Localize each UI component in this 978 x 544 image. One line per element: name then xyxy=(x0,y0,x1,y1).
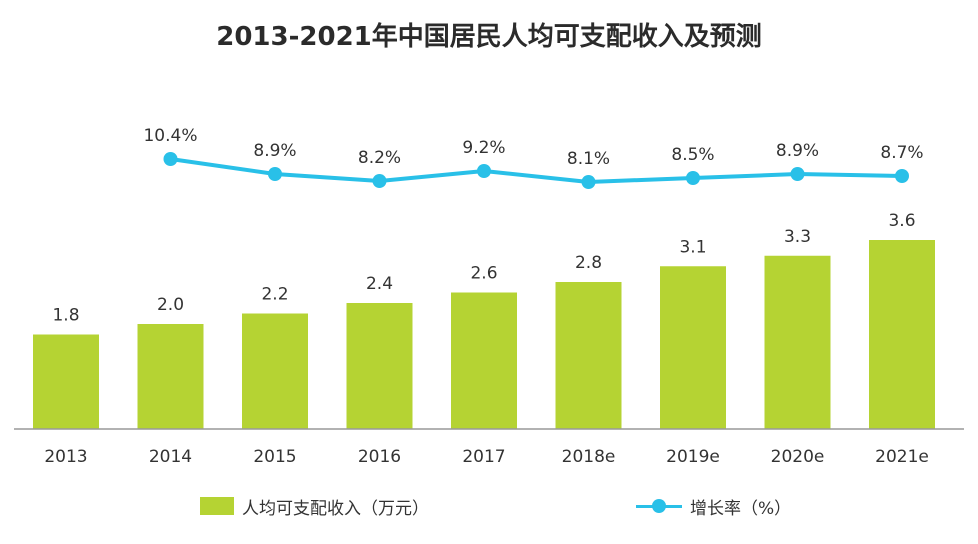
bar-2014 xyxy=(137,324,204,429)
growth-point-2019e xyxy=(686,171,700,185)
legend-bar-swatch xyxy=(200,497,234,515)
bars-layer xyxy=(33,240,935,429)
bar-value-label-2018e: 2.8 xyxy=(575,253,602,273)
bar-2021e xyxy=(869,240,935,429)
bar-value-label-2014: 2.0 xyxy=(157,295,184,315)
growth-rate-line xyxy=(170,157,903,184)
x-tick-2014: 2014 xyxy=(149,447,192,467)
legend-item-income: 人均可支配收入（万元） xyxy=(200,494,429,519)
growth-label-2015: 8.9% xyxy=(253,141,296,161)
x-tick-2015: 2015 xyxy=(253,447,296,467)
chart-title: 2013-2021年中国居民人均可支配收入及预测 xyxy=(216,22,762,52)
growth-label-2016: 8.2% xyxy=(358,148,401,168)
legend-label-income: 人均可支配收入（万元） xyxy=(242,498,429,519)
growth-point-2021e xyxy=(895,169,909,183)
growth-label-2021e: 8.7% xyxy=(880,143,923,163)
bar-2020e xyxy=(764,255,831,429)
bar-2016 xyxy=(346,303,413,429)
growth-label-2018e: 8.1% xyxy=(567,149,610,169)
legend-label-growth: 增长率（%） xyxy=(690,498,792,519)
growth-label-2014: 10.4% xyxy=(143,126,197,146)
rate-labels-layer: 10.4% 8.9% 8.2% 9.2% 8.1% 8.5% 8.9% 8.7% xyxy=(143,126,923,169)
x-tick-2016: 2016 xyxy=(358,447,401,467)
growth-point-2018e xyxy=(581,175,596,189)
growth-label-2017: 9.2% xyxy=(462,138,505,158)
bar-value-label-2017: 2.6 xyxy=(470,264,497,284)
x-tick-2017: 2017 xyxy=(462,447,505,467)
bar-value-label-2016: 2.4 xyxy=(366,274,393,294)
bar-2013 xyxy=(33,334,99,429)
x-tick-2018e: 2018e xyxy=(562,447,616,467)
legend-item-growth: 增长率（%） xyxy=(636,494,792,519)
x-tick-2013: 2013 xyxy=(44,447,87,467)
bar-labels-layer: 1.8 2.0 2.2 2.4 2.6 2.8 3.1 3.3 3.6 xyxy=(52,211,915,326)
x-tick-2021e: 2021e xyxy=(875,447,929,467)
bar-value-label-2015: 2.2 xyxy=(261,285,288,305)
growth-label-2019e: 8.5% xyxy=(671,145,714,165)
growth-point-2015 xyxy=(268,167,282,181)
growth-point-2014 xyxy=(163,152,178,166)
growth-point-2020e xyxy=(790,167,805,181)
bar-2019e xyxy=(660,266,726,429)
bar-value-label-2019e: 3.1 xyxy=(679,237,706,257)
bar-2017 xyxy=(451,292,517,429)
bar-value-label-2013: 1.8 xyxy=(52,306,79,326)
bar-value-label-2020e: 3.3 xyxy=(784,227,811,247)
x-tick-2020e: 2020e xyxy=(771,447,825,467)
x-tick-2019e: 2019e xyxy=(666,447,720,467)
growth-label-2020e: 8.9% xyxy=(776,141,819,161)
bar-2018e xyxy=(555,282,622,429)
growth-point-2017 xyxy=(477,164,491,178)
legend-line-swatch xyxy=(636,496,682,516)
line-layer xyxy=(163,152,909,189)
x-tick-labels: 2013 2014 2015 2016 2017 2018e 2019e 2020e 2021e xyxy=(44,447,929,467)
bar-value-label-2021e: 3.6 xyxy=(888,211,915,231)
bar-2015 xyxy=(242,313,308,429)
growth-point-2016 xyxy=(372,174,387,188)
